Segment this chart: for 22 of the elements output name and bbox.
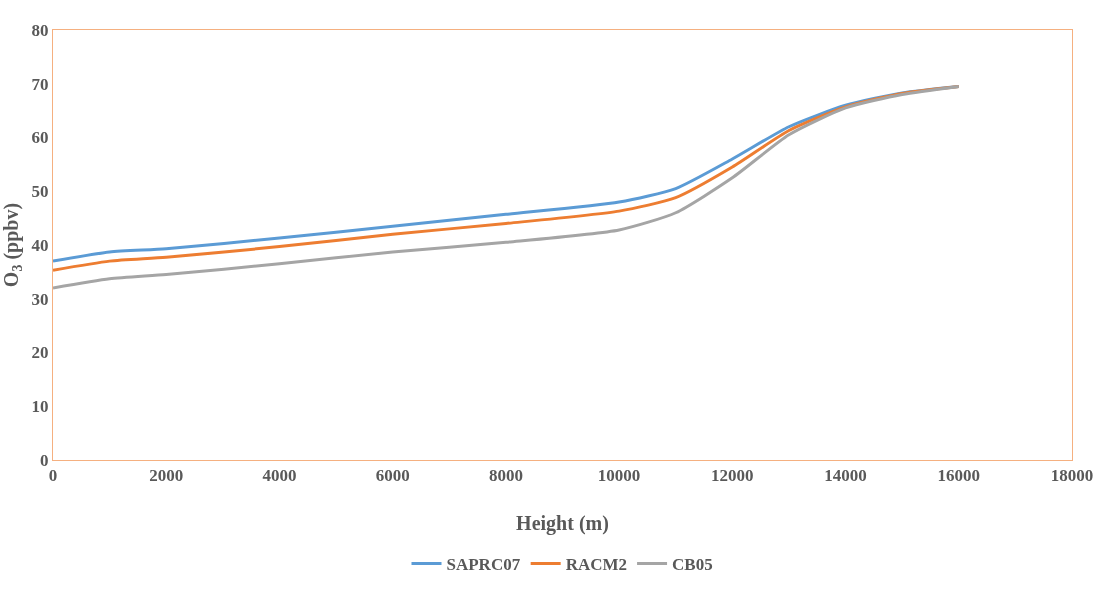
- y-tick-label: 0: [40, 450, 49, 470]
- y-tick-label: 60: [31, 128, 49, 148]
- x-axis-title: Height (m): [516, 512, 609, 535]
- y-tick-label: 10: [31, 397, 49, 417]
- y-tick-label: 20: [31, 343, 49, 363]
- y-tick-label: 80: [31, 20, 49, 40]
- x-tick-label: 4000: [262, 466, 297, 486]
- y-tick-label: 50: [31, 182, 49, 202]
- x-tick-label: 12000: [711, 466, 754, 486]
- x-tick-label: 16000: [937, 466, 981, 486]
- y-tick-label: 70: [31, 74, 49, 94]
- x-tick-label: 14000: [824, 466, 867, 486]
- y-tick-label: 30: [31, 289, 49, 309]
- legend-label: RACM2: [565, 555, 628, 575]
- x-tick-label: 6000: [375, 466, 410, 486]
- legend-label: CB05: [672, 555, 713, 575]
- x-tick-label: 10000: [597, 466, 641, 486]
- legend-label: SAPRC07: [446, 555, 521, 575]
- x-tick-label: 8000: [488, 466, 523, 486]
- y-tick-label: 40: [31, 235, 49, 255]
- x-tick-label: 2000: [149, 466, 184, 486]
- x-tick-label: 18000: [1050, 466, 1094, 486]
